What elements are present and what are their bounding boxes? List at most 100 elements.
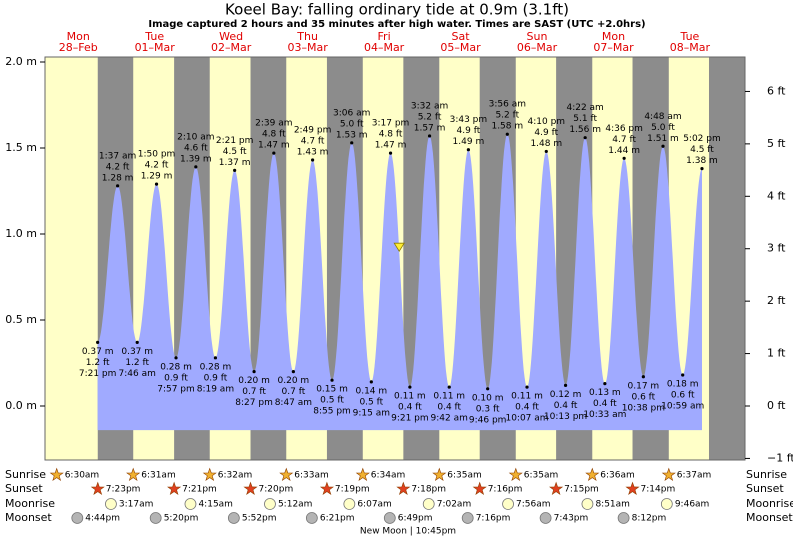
moonrise-icon [343,498,356,510]
tide-ft: 1.2 ft [125,358,149,368]
y2-tick-label: −1 ft [767,451,793,464]
sunset-icon [549,481,564,496]
tide-ft: 5.1 ft [573,114,597,124]
y2-tick-label: 3 ft [767,242,786,255]
moonset-time: 7:16pm [476,514,511,524]
tide-point [388,151,393,155]
tide-m: 1.53 m [336,130,368,140]
tide-m: 1.57 m [414,123,446,133]
tide-time: 10:38 pm [622,403,665,413]
tide-m: 0.17 m [628,381,660,391]
chart-title: Koeel Bay: falling ordinary tide at 0.9m… [225,1,569,19]
y-tick-label: 1.5 m [5,141,37,154]
tide-m: 0.15 m [316,385,348,395]
moonset-icon [149,512,162,524]
moonset-time: 5:52pm [242,514,277,524]
tide-time: 3:17 pm [372,119,410,129]
tide-time: 4:36 pm [605,124,643,134]
tide-ft: 0.7 ft [242,387,266,397]
row-label: Moonset [746,511,793,524]
tide-point [544,149,548,154]
row-label: Moonrise [5,497,55,510]
sunset-time: 7:20pm [259,485,294,495]
day-date: 28–Feb [59,41,98,54]
sunrise-time: 6:33am [294,471,329,481]
moonset-time: 7:43pm [554,514,589,524]
tide-point [408,385,412,389]
tide-time: 5:02 pm [683,134,721,144]
tide-ft: 4.5 ft [223,147,247,157]
tide-point [213,356,218,360]
moonrise-time: 9:46am [675,500,710,510]
moonrise-icon [660,498,673,510]
current-tide-marker [393,242,405,252]
tide-point [252,369,256,374]
tide-point [622,156,626,160]
day-date: 06–Mar [517,41,558,54]
day-name: Tue [144,30,164,43]
tide-m: 1.49 m [453,137,485,147]
moonrise-icon [422,498,435,510]
moonrise-icon [581,498,594,510]
moonrise-time: 7:02am [437,500,472,510]
y2-tick-label: 4 ft [767,189,786,202]
day-date: 07–Mar [593,41,634,54]
sunrise-icon [126,467,141,482]
tide-point [135,340,139,344]
y-tick-label: 0.0 m [5,399,37,412]
tide-ft: 0.7 ft [282,387,306,397]
tide-ft: 0.4 ft [554,401,578,411]
y2-tick-label: 2 ft [767,294,786,307]
tide-ft: 5.2 ft [418,112,442,122]
tide-m: 1.39 m [180,154,212,164]
sunset-icon [472,481,487,496]
tide-ft: 5.0 ft [340,119,364,129]
day-name: Sat [452,30,471,43]
tide-time: 10:59 am [661,402,704,412]
sunset-time: 7:15pm [564,485,599,495]
tide-point [661,144,665,148]
tide-time: 10:07 am [505,414,548,424]
sunset-icon [167,481,182,496]
tide-m: 1.37 m [219,158,251,168]
row-label: Moonset [5,511,52,524]
tide-time: 7:46 am [119,369,156,379]
y2-tick-label: 0 ft [767,399,786,412]
tide-point [310,158,315,162]
tide-time: 10:13 pm [544,412,587,422]
moonrise-time: 4:15am [198,500,233,510]
tide-ft: 0.4 ft [593,399,617,409]
moonset-time: 4:44pm [85,514,120,524]
day-name: Thu [296,30,318,43]
tide-m: 0.20 m [278,376,310,386]
tide-point [563,383,568,387]
tide-point [96,340,100,344]
tide-ft: 0.9 ft [204,373,228,383]
tide-point [233,168,237,172]
moon-phase: New Moon | 10:45pm [360,527,456,537]
tide-point [174,356,178,360]
tide-time: 9:46 pm [469,415,507,425]
tide-time: 4:22 am [566,103,603,113]
tide-ft: 4.9 ft [457,126,481,136]
tide-time: 3:56 am [489,100,526,110]
tide-m: 1.56 m [569,125,601,135]
sunrise-icon [202,467,217,482]
sunrise-icon [508,467,523,482]
tide-m: 0.37 m [121,347,153,357]
tide-time: 9:42 am [431,414,468,424]
day-date: 03–Mar [287,41,328,54]
sunrise-time: 6:30am [65,471,100,481]
sunrise-time: 6:37am [677,471,712,481]
sunset-time: 7:21pm [182,485,217,495]
tide-point [466,148,470,152]
tide-m: 1.51 m [647,134,679,144]
tide-ft: 4.9 ft [534,128,558,138]
sunrise-icon [661,467,676,482]
sunrise-time: 6:36am [600,471,635,481]
tide-point [369,380,373,384]
sunrise-time: 6:35am [524,471,559,481]
tide-m: 1.47 m [258,141,290,151]
day-date: 05–Mar [440,41,481,54]
